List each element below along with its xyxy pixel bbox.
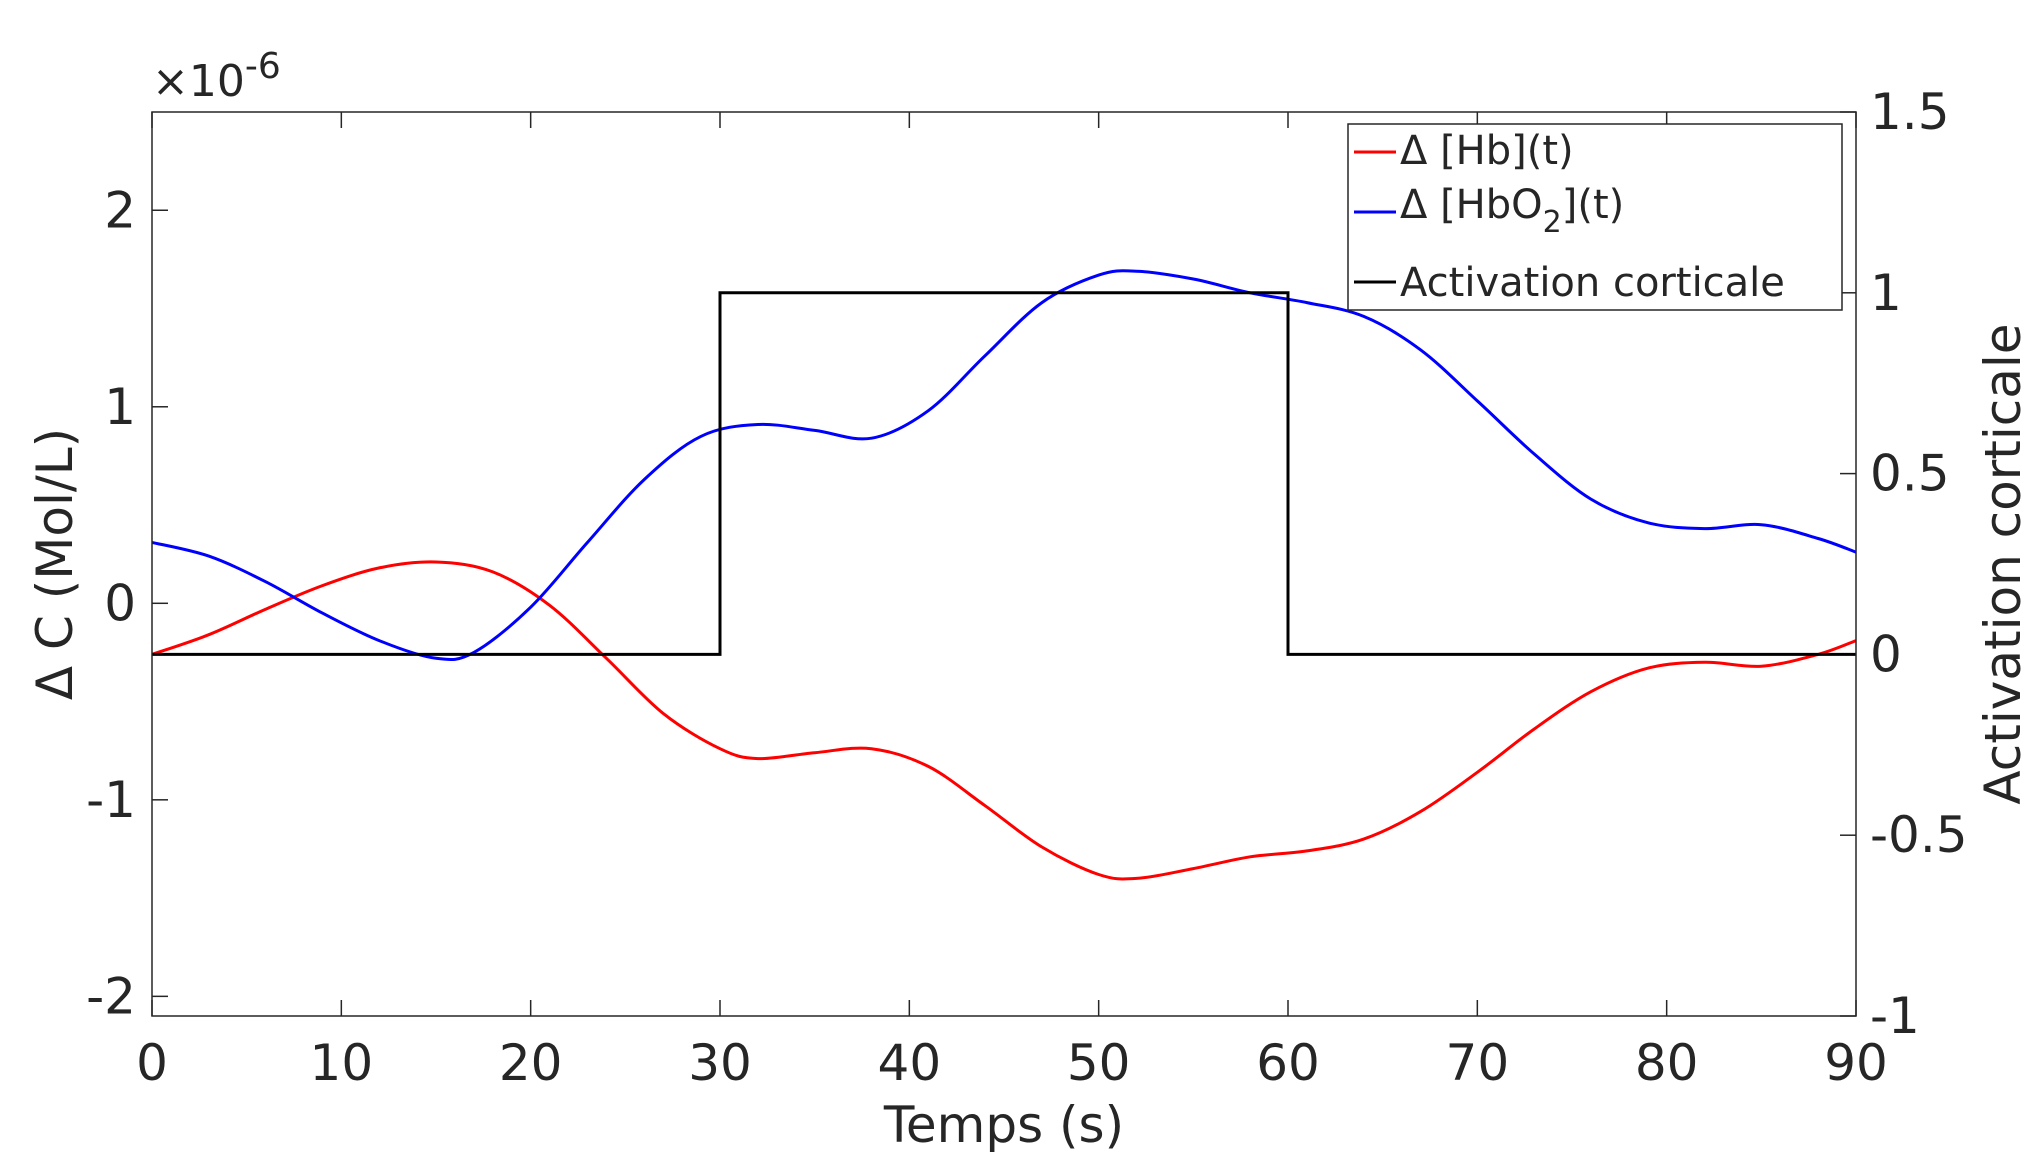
y-right-tick-label: 1.5	[1870, 83, 1950, 141]
plot-lines	[151, 269, 1857, 881]
y-left-axis-label: Δ C (Mol/L)	[26, 428, 84, 700]
x-tick-label: 0	[136, 1034, 168, 1092]
legend-label-hbo2-main: Δ [HbO	[1400, 182, 1543, 228]
y-left-tick-label: -1	[86, 771, 136, 829]
y-right-tick-label: -1	[1870, 987, 1920, 1045]
y-left-axis-ticks: -2 -1 0 1 2	[86, 181, 168, 1025]
legend-label-hbo2-suffix: ](t)	[1562, 182, 1625, 228]
y-right-tick-label: -0.5	[1870, 806, 1968, 864]
x-tick-label: 70	[1446, 1034, 1510, 1092]
y-left-tick-label: -2	[86, 967, 136, 1025]
legend-box	[1347, 123, 1843, 311]
series-hbo2-line	[151, 269, 1857, 662]
axis-multiplier: ×10-6	[152, 46, 281, 107]
x-axis-ticks: 0 10 20 30 40 50 60 70 80 90	[136, 112, 1888, 1092]
x-tick-label: 30	[688, 1034, 752, 1092]
y-right-axis-label: Activation corticale	[1974, 323, 2032, 804]
x-tick-label: 50	[1067, 1034, 1131, 1092]
y-right-tick-label: 0.5	[1870, 445, 1950, 503]
legend: Δ [Hb](t) Δ [HbO2](t) Activation cortica…	[1347, 123, 1843, 311]
y-right-tick-label: 0	[1870, 625, 1902, 683]
x-tick-label: 80	[1635, 1034, 1699, 1092]
series-activation-line	[152, 291, 1856, 656]
x-tick-label: 90	[1824, 1034, 1888, 1092]
y-right-tick-label: 1	[1870, 264, 1902, 322]
series-hb-line	[151, 560, 1857, 881]
y-left-tick-label: 2	[104, 181, 136, 239]
y-right-axis-ticks: -1 -0.5 0 0.5 1 1.5	[1840, 83, 1968, 1045]
legend-label-activation: Activation corticale	[1400, 260, 1785, 306]
x-tick-label: 60	[1256, 1034, 1320, 1092]
legend-label-hb: Δ [Hb](t)	[1400, 128, 1574, 174]
x-axis-label: Temps (s)	[883, 1096, 1124, 1152]
y-left-tick-label: 1	[104, 378, 136, 436]
y-left-tick-label: 0	[104, 574, 136, 632]
axis-multiplier-base: ×10	[152, 56, 245, 107]
legend-label-hbo2-subscript: 2	[1543, 205, 1562, 240]
plot-area-frame	[151, 111, 1857, 1017]
x-tick-label: 20	[499, 1034, 563, 1092]
axis-multiplier-exponent: -6	[245, 46, 281, 87]
x-tick-label: 10	[310, 1034, 374, 1092]
x-tick-label: 40	[878, 1034, 942, 1092]
legend-label-hbo2: Δ [HbO2](t)	[1400, 182, 1624, 240]
